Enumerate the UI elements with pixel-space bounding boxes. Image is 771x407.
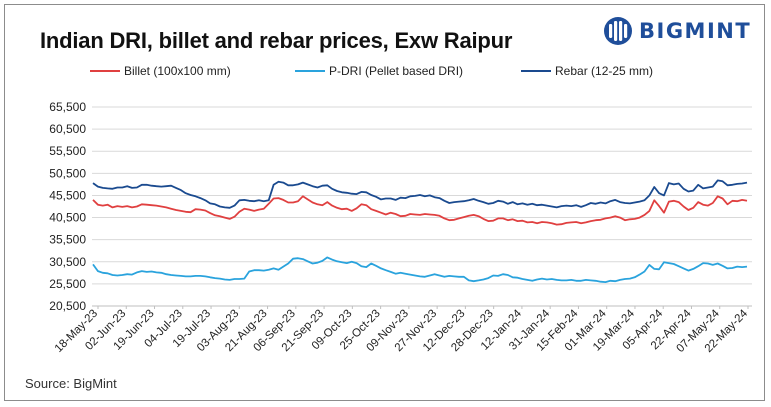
y-tick-label: 40,500 bbox=[49, 211, 86, 225]
source-note: Source: BigMint bbox=[25, 376, 117, 391]
legend-label-billet: Billet (100x100 mm) bbox=[124, 64, 231, 78]
legend-swatch-rebar bbox=[521, 70, 551, 72]
y-tick-label: 45,500 bbox=[49, 188, 86, 202]
bigmint-logo: BIGMINT bbox=[603, 16, 751, 46]
brand-name: BIGMINT bbox=[639, 19, 752, 43]
chart-legend: Billet (100x100 mm) P-DRI (Pellet based … bbox=[0, 64, 771, 84]
chart-title: Indian DRI, billet and rebar prices, Exw… bbox=[40, 28, 513, 53]
y-tick-label: 35,500 bbox=[49, 233, 86, 247]
y-tick-label: 30,500 bbox=[49, 255, 86, 269]
legend-label-rebar: Rebar (12-25 mm) bbox=[555, 64, 654, 78]
y-tick-label: 65,500 bbox=[49, 100, 86, 114]
series-line-2 bbox=[92, 179, 748, 209]
series-line-1 bbox=[92, 256, 748, 284]
bigmint-logo-icon bbox=[604, 17, 632, 45]
y-tick-label: 20,500 bbox=[49, 299, 86, 313]
series-line-0 bbox=[92, 195, 748, 226]
y-tick-label: 50,500 bbox=[49, 166, 86, 180]
legend-item-pdri: P-DRI (Pellet based DRI) bbox=[295, 64, 463, 78]
legend-swatch-billet bbox=[90, 70, 120, 72]
y-tick-label: 55,500 bbox=[49, 144, 86, 158]
legend-item-billet: Billet (100x100 mm) bbox=[90, 64, 231, 78]
legend-swatch-pdri bbox=[295, 70, 325, 72]
y-tick-label: 60,500 bbox=[49, 122, 86, 136]
y-tick-label: 25,500 bbox=[49, 277, 86, 291]
legend-item-rebar: Rebar (12-25 mm) bbox=[521, 64, 653, 78]
legend-label-pdri: P-DRI (Pellet based DRI) bbox=[329, 64, 464, 78]
